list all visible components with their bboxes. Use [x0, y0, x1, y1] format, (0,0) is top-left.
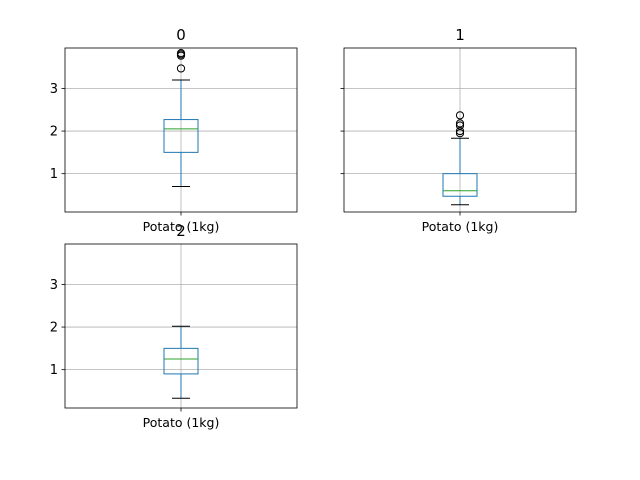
- subplot-0: 1 2 3 Potato (1kg) 0: [50, 26, 298, 234]
- y-tick-label: 3: [50, 82, 58, 97]
- outlier-point: [455, 119, 465, 128]
- subplot-1: Potato (1kg) 1: [340, 26, 577, 234]
- x-tick-label: Potato (1kg): [143, 219, 220, 234]
- iqr-box: [442, 173, 478, 197]
- outlier-point: [176, 64, 186, 73]
- outlier-point: [455, 111, 465, 120]
- x-tick-label: Potato (1kg): [143, 415, 220, 430]
- x-tick-label: Potato (1kg): [422, 219, 499, 234]
- y-tick-label: 1: [50, 363, 58, 378]
- iqr-box: [163, 119, 199, 153]
- subplot-title: 0: [176, 26, 186, 44]
- iqr-box: [163, 347, 199, 375]
- subplot-title: 1: [455, 26, 465, 44]
- y-tick-label: 3: [50, 278, 58, 293]
- subplot-title: 2: [176, 222, 186, 240]
- y-tick-label: 2: [50, 125, 58, 140]
- y-tick-label: 1: [50, 167, 58, 182]
- outlier-point: [455, 121, 465, 130]
- y-tick-label: 2: [50, 321, 58, 336]
- outlier-point: [176, 49, 186, 58]
